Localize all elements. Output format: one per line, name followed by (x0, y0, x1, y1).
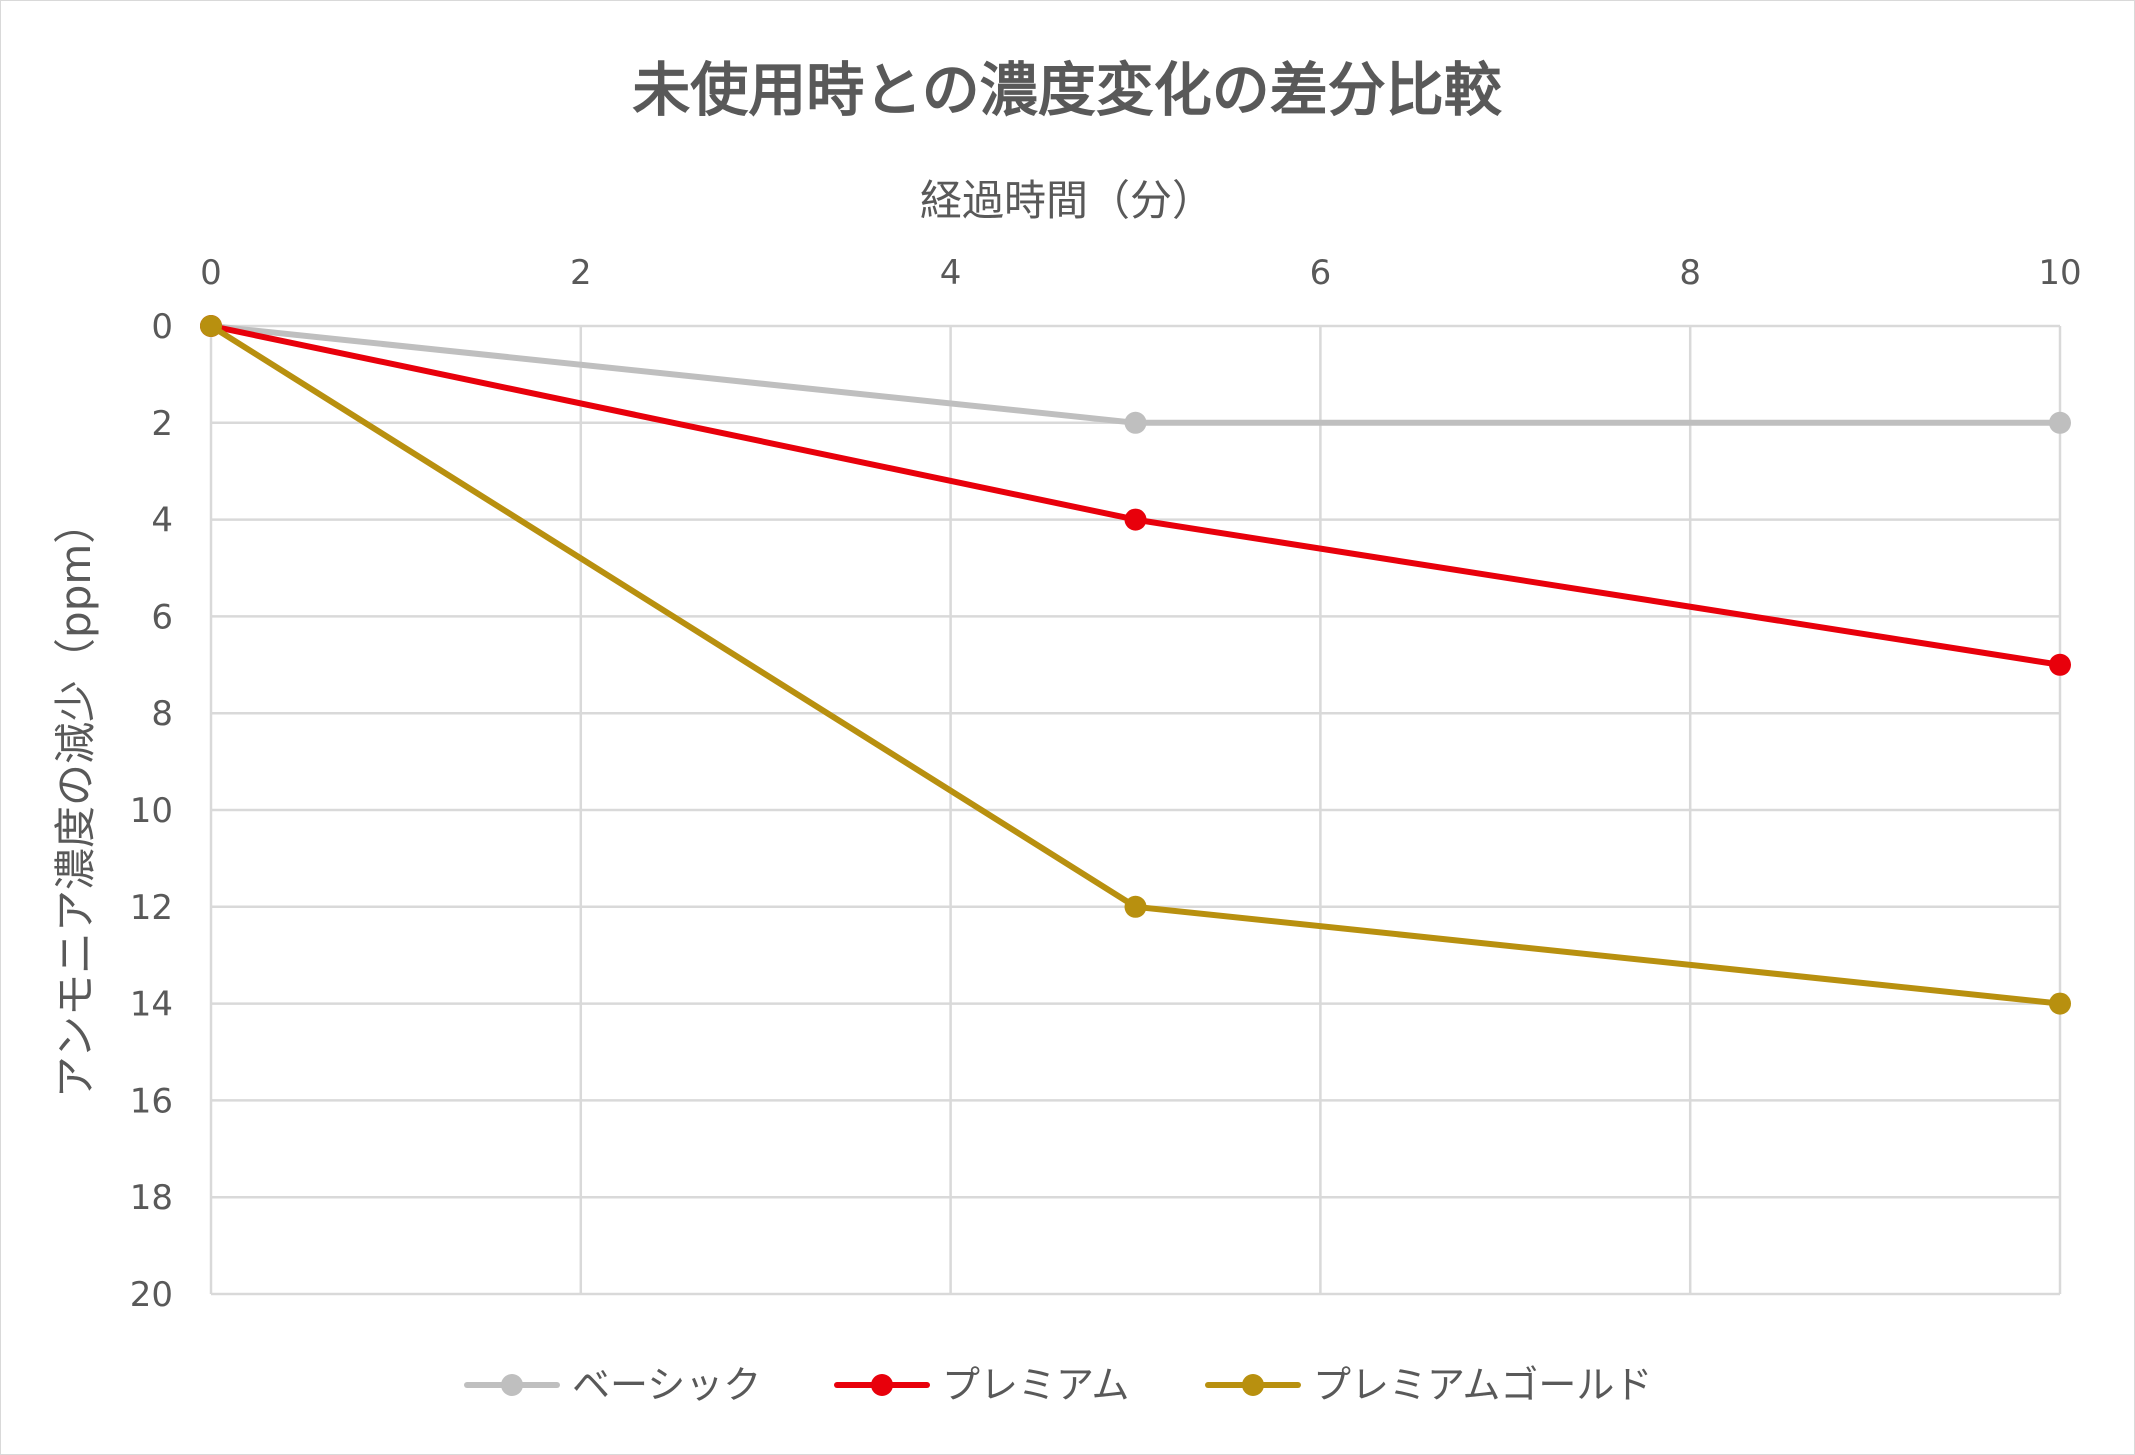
gridlines (209, 324, 2062, 1296)
data-point-2-1 (1124, 895, 1147, 918)
data-point-2-2 (2049, 992, 2071, 1015)
series-lines (200, 315, 2071, 1015)
y-tick-label: 18 (130, 1178, 173, 1218)
x-tick-label: 10 (2038, 253, 2081, 293)
x-tick-label: 8 (1679, 253, 1701, 293)
y-tick-label: 2 (151, 404, 173, 444)
x-axis-title: 経過時間（分） (920, 176, 1214, 225)
y-tick-label: 10 (130, 791, 173, 831)
y-tick-label: 0 (151, 307, 173, 347)
series-line-1 (208, 323, 2063, 668)
y-tick-label: 20 (130, 1275, 173, 1315)
series-line-0 (208, 323, 2063, 426)
y-tick-label: 8 (151, 694, 173, 734)
y-tick-label: 12 (130, 888, 173, 928)
x-tick-label: 4 (940, 253, 962, 293)
legend: ベーシック プレミアム プレミアムゴールド (464, 1363, 1652, 1407)
legend-marker-2 (1242, 1374, 1264, 1396)
x-tick-label: 2 (570, 253, 592, 293)
legend-label-1: プレミアム (942, 1363, 1129, 1407)
chart-title: 未使用時との濃度変化の差分比較 (632, 56, 1502, 124)
data-point-0-1 (1124, 411, 1147, 434)
y-tick-label: 16 (130, 1081, 173, 1121)
legend-label-2: プレミアムゴールド (1313, 1363, 1652, 1407)
x-tick-labels: 0 2 4 6 8 10 (200, 253, 2081, 293)
x-tick-label: 0 (200, 253, 222, 293)
legend-marker-1 (871, 1374, 893, 1396)
y-tick-label: 14 (130, 985, 173, 1025)
y-tick-label: 4 (151, 501, 173, 541)
data-point-2-0 (200, 315, 222, 337)
y-tick-label: 6 (151, 597, 173, 637)
y-axis-title: アンモニア濃度の減少（ppm） (51, 502, 100, 1099)
data-point-0-2 (2049, 411, 2071, 434)
y-tick-labels: 0 2 4 6 8 10 12 14 16 18 20 (130, 307, 173, 1315)
x-tick-label: 6 (1310, 253, 1332, 293)
legend-marker-0 (501, 1374, 523, 1396)
legend-label-0: ベーシック (572, 1363, 761, 1407)
data-point-1-2 (2049, 653, 2071, 676)
data-point-1-1 (1124, 508, 1147, 531)
